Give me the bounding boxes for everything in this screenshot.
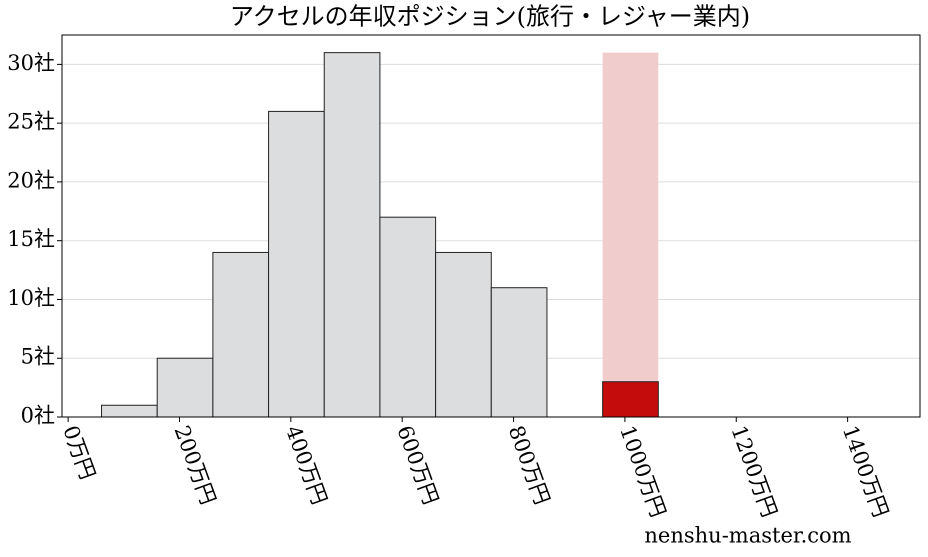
bar — [212, 251, 270, 418]
x-tick-label: 1000万円 — [615, 422, 670, 520]
highlight-band — [602, 52, 659, 417]
bar — [323, 52, 381, 418]
bar — [101, 404, 158, 418]
x-tick-label: 200万円 — [170, 422, 221, 507]
bar — [379, 216, 437, 418]
bar — [435, 251, 492, 418]
y-tick-label: 15社 — [7, 227, 55, 251]
chart-title: アクセルの年収ポジション(旅行・レジャー業内) — [230, 3, 750, 31]
bar — [268, 110, 325, 418]
highlight-bar — [602, 381, 659, 418]
y-tick-label: 5社 — [21, 345, 55, 369]
x-tick-label: 1400万円 — [838, 422, 893, 520]
x-tick-label: 800万円 — [504, 422, 555, 507]
y-tick-label: 20社 — [7, 168, 55, 192]
y-tick-label: 30社 — [7, 51, 55, 75]
y-tick-label: 25社 — [7, 110, 55, 134]
x-tick-label: 600万円 — [392, 422, 443, 507]
x-tick-label: 0万円 — [58, 422, 99, 482]
bar — [156, 357, 214, 418]
plot-frame — [61, 34, 921, 418]
x-tick-label: 400万円 — [281, 422, 332, 507]
y-tick-label: 0社 — [21, 404, 55, 428]
x-tick-label: 1200万円 — [726, 422, 781, 520]
y-tick-label: 10社 — [7, 286, 55, 310]
bar — [490, 287, 548, 418]
watermark: nenshu-master.com — [644, 524, 851, 548]
